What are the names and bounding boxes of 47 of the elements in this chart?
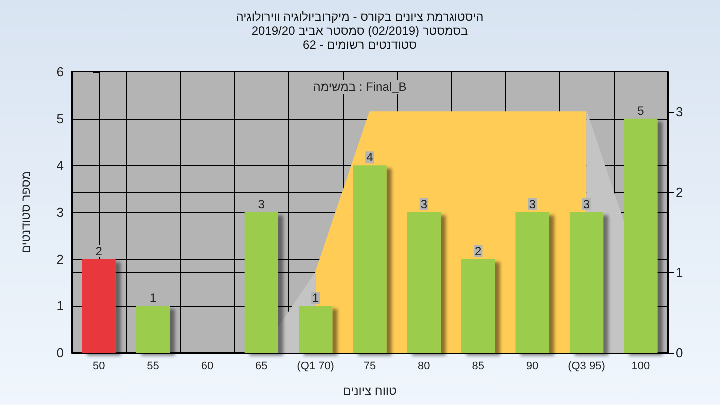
x-tick-label: 50 bbox=[92, 360, 106, 372]
data-label: 5 bbox=[638, 104, 645, 118]
bar bbox=[624, 118, 658, 353]
y-tick-label: 5 bbox=[56, 111, 64, 126]
y-axis-title: מספר סטודנטים bbox=[19, 171, 33, 254]
x-tick-label: 60 bbox=[201, 360, 214, 372]
x-tick-label: (Q3 95) bbox=[568, 360, 606, 372]
x-tick-label: 100 bbox=[632, 360, 650, 372]
data-label: 3 bbox=[529, 198, 536, 212]
y2-tick-label: 0 bbox=[676, 346, 684, 360]
y-tick-label: 4 bbox=[56, 158, 64, 174]
data-label: 2 bbox=[96, 244, 103, 258]
data-label: 3 bbox=[420, 198, 428, 212]
bar bbox=[299, 306, 333, 353]
x-tick-label: 80 bbox=[418, 360, 430, 372]
bar bbox=[136, 306, 170, 353]
bar bbox=[353, 166, 387, 353]
y-tick-label: 2 bbox=[56, 252, 64, 267]
y-tick-label: 0 bbox=[56, 346, 64, 360]
chart-subtitle: בסמסטר (02/2019) סמסטר אביב 2019/20 סטודנטים רשומים - 62 bbox=[250, 24, 470, 52]
y-tick-label: 1 bbox=[56, 298, 64, 314]
data-label: 1 bbox=[312, 291, 320, 306]
bar bbox=[244, 212, 278, 353]
bar bbox=[407, 212, 441, 353]
data-label: 3 bbox=[258, 198, 266, 212]
x-tick-label: (Q1 70) bbox=[297, 360, 334, 372]
x-axis-title: טווח ציונים bbox=[343, 384, 398, 398]
data-label: 4 bbox=[366, 150, 374, 165]
x-tick-label: 55 bbox=[147, 360, 160, 372]
x-tick-label: 75 bbox=[364, 360, 376, 372]
bar bbox=[516, 212, 550, 353]
x-tick-label: 90 bbox=[526, 360, 539, 372]
x-tick-label: 85 bbox=[472, 360, 484, 372]
chart-title: היסטוגרמת ציונים בקורס - מיקרוביולוגיה ווירולוגיה bbox=[235, 10, 485, 24]
data-label: 3 bbox=[583, 198, 590, 212]
y2-tick-label: 3 bbox=[676, 104, 684, 120]
data-label: 1 bbox=[150, 291, 157, 306]
data-label: 2 bbox=[475, 244, 482, 258]
bar bbox=[82, 259, 116, 353]
bar bbox=[462, 259, 496, 353]
annotation: במשימה : Final_B bbox=[313, 80, 407, 94]
bar bbox=[570, 212, 604, 353]
y-tick-label: 6 bbox=[56, 64, 64, 80]
y2-tick-label: 1 bbox=[676, 265, 684, 280]
y2-tick-label: 2 bbox=[676, 184, 684, 200]
y-tick-label: 3 bbox=[56, 205, 64, 220]
x-tick-label: 65 bbox=[256, 360, 268, 372]
